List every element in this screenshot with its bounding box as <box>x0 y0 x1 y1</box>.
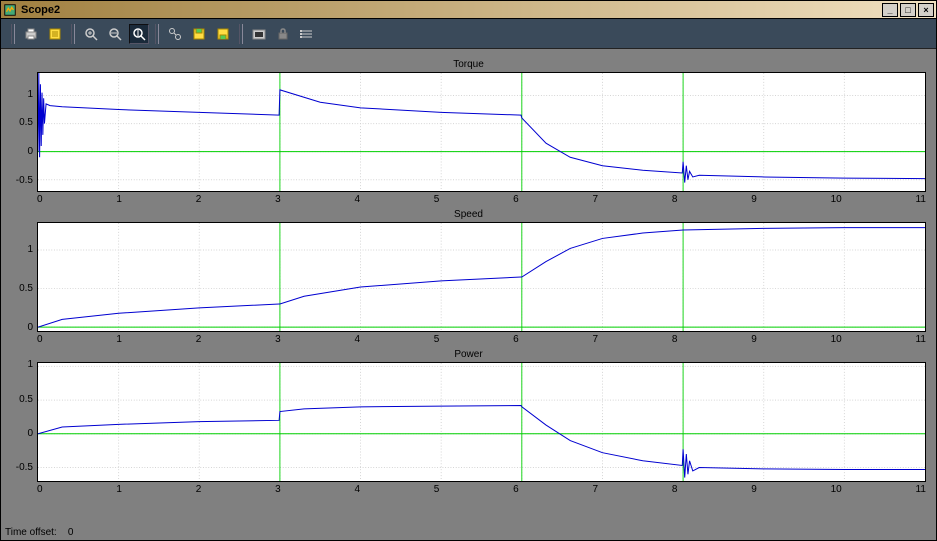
plot-title: Speed <box>11 209 926 220</box>
close-button[interactable]: × <box>918 3 934 17</box>
y-axis: -0.500.51 <box>11 72 37 192</box>
plot-title: Torque <box>11 59 926 70</box>
plot-power: Power -0.500.5101234567891011 <box>11 349 926 495</box>
floating-scope-button[interactable] <box>249 24 269 44</box>
zoom-y-button[interactable] <box>129 24 149 44</box>
y-axis: -0.500.51 <box>11 362 37 482</box>
zoom-x-button[interactable] <box>105 24 125 44</box>
restore-config-button[interactable] <box>213 24 233 44</box>
x-axis: 01234567891011 <box>37 482 926 495</box>
plot-speed: Speed 00.5101234567891011 <box>11 209 926 345</box>
print-button[interactable] <box>21 24 41 44</box>
titlebar: Scope2 _ □ × <box>1 1 936 19</box>
zoom-in-button[interactable] <box>81 24 101 44</box>
time-offset-value: 0 <box>68 527 74 538</box>
x-axis: 01234567891011 <box>37 332 926 345</box>
app-icon <box>3 3 17 17</box>
save-config-button[interactable] <box>189 24 209 44</box>
window-title: Scope2 <box>21 4 882 16</box>
minimize-button[interactable]: _ <box>882 3 898 17</box>
chart-box[interactable] <box>37 362 926 482</box>
maximize-button[interactable]: □ <box>900 3 916 17</box>
chart-box[interactable] <box>37 222 926 332</box>
chart-box[interactable] <box>37 72 926 192</box>
x-axis: 01234567891011 <box>37 192 926 205</box>
plot-title: Power <box>11 349 926 360</box>
toolbar <box>1 19 936 49</box>
signal-selector-button[interactable] <box>297 24 317 44</box>
plot-torque: Torque -0.500.5101234567891011 <box>11 59 926 205</box>
time-offset-label: Time offset: <box>5 527 57 538</box>
y-axis: 00.51 <box>11 222 37 332</box>
scope-window: Scope2 _ □ × Torque-0.500.51012345678910… <box>0 0 937 541</box>
plots-region: Torque-0.500.5101234567891011Speed00.510… <box>1 49 936 525</box>
parameters-button[interactable] <box>45 24 65 44</box>
window-controls: _ □ × <box>882 3 934 17</box>
status-bar: Time offset: 0 <box>1 525 936 540</box>
lock-axes-button[interactable] <box>273 24 293 44</box>
autoscale-button[interactable] <box>165 24 185 44</box>
